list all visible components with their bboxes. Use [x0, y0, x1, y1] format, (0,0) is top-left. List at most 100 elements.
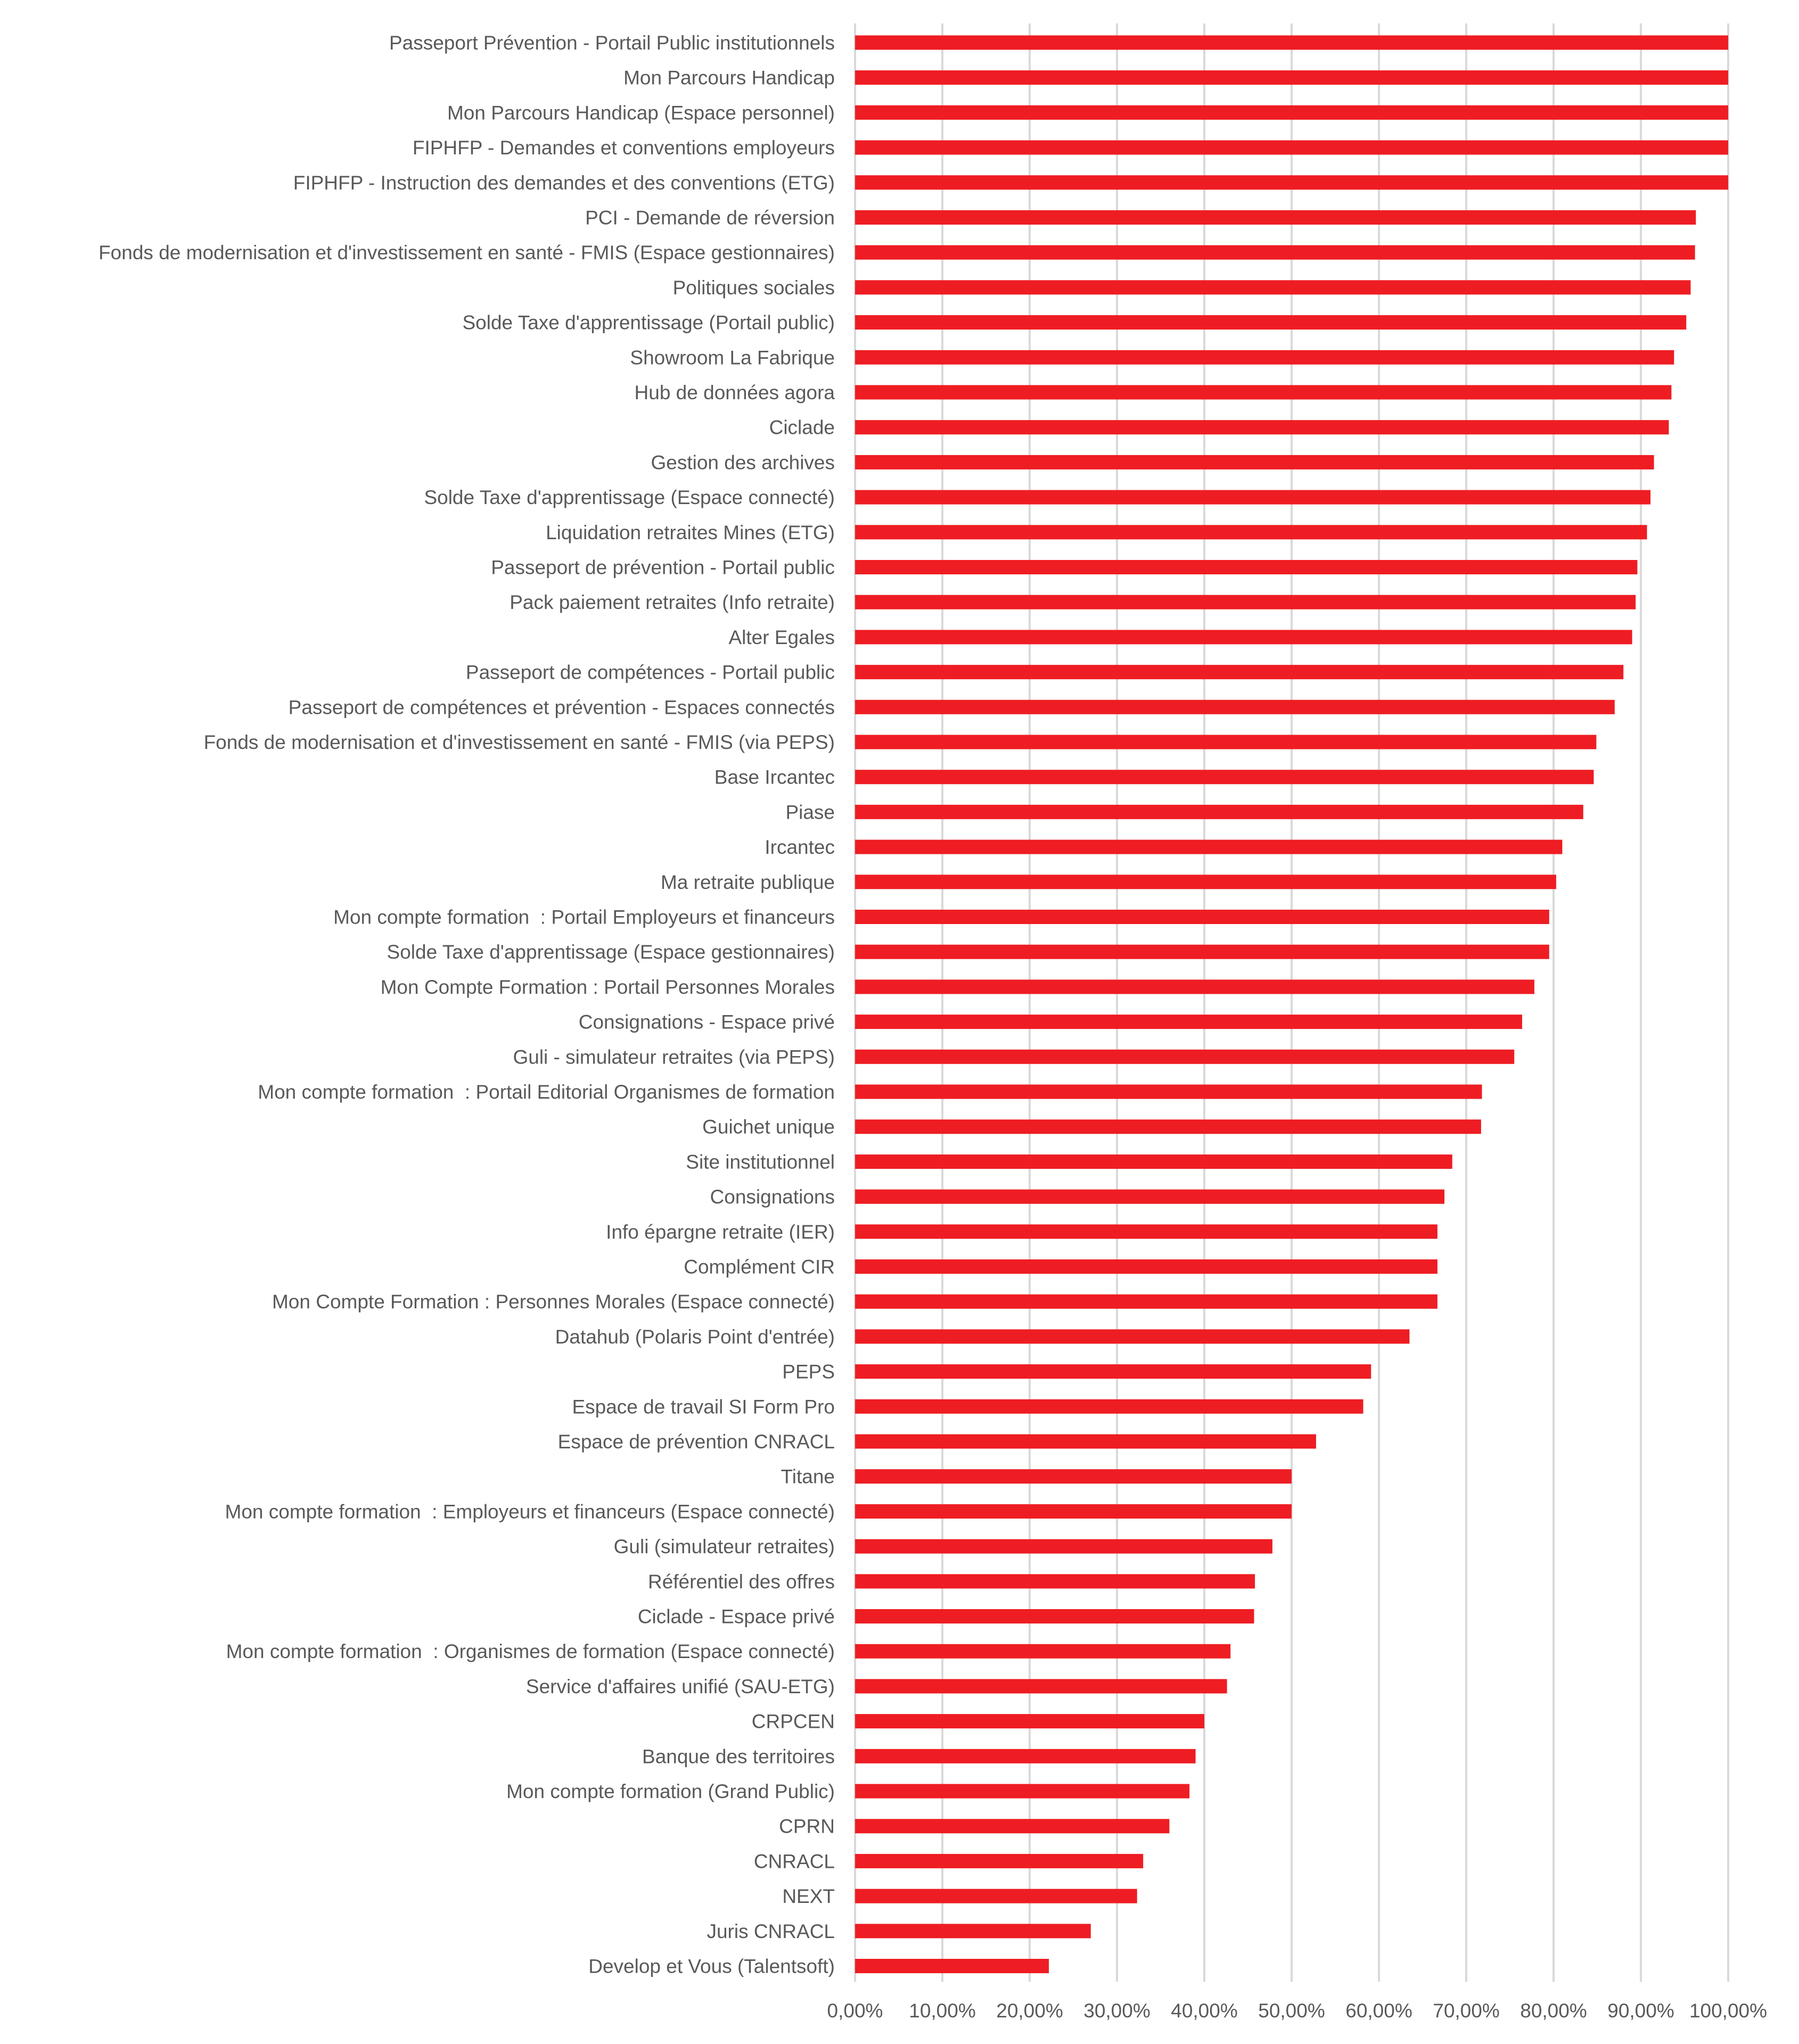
category-label: PCI - Demande de réversion [585, 207, 835, 229]
bar [855, 1574, 1255, 1589]
bar [855, 944, 1549, 959]
bar [855, 1259, 1437, 1274]
bar [855, 735, 1597, 749]
bar [855, 910, 1549, 924]
category-label: Passeport de prévention - Portail public [491, 557, 835, 579]
bar [855, 979, 1534, 994]
category-label: Titane [781, 1466, 835, 1488]
x-tick-label: 40,00% [1171, 2000, 1238, 2022]
category-label: Fonds de modernisation et d'investisseme… [204, 731, 835, 753]
category-label: Mon Parcours Handicap [623, 67, 835, 89]
bar [855, 804, 1583, 819]
category-label: Solde Taxe d'apprentissage (Espace gesti… [387, 941, 835, 963]
gridlines [854, 23, 1729, 1982]
category-label: Guli - simulateur retraites (via PEPS) [513, 1046, 835, 1068]
bar [855, 699, 1615, 714]
bar [855, 595, 1636, 609]
bar [855, 630, 1632, 645]
category-label: Site institutionnel [686, 1151, 835, 1173]
x-tick-label: 70,00% [1433, 2000, 1500, 2022]
bar [855, 1434, 1316, 1449]
category-label: Mon Compte Formation : Portail Personnes… [381, 976, 835, 998]
category-label: Liquidation retraites Mines (ETG) [546, 522, 835, 543]
category-label: Solde Taxe d'apprentissage (Portail publ… [462, 312, 835, 334]
bar [855, 210, 1696, 225]
bars [855, 35, 1728, 1973]
bar [855, 1644, 1231, 1659]
x-tick-label: 30,00% [1083, 2000, 1151, 2022]
category-label: Ma retraite publique [661, 871, 835, 893]
category-label: Référentiel des offres [648, 1571, 835, 1593]
category-label: Mon compte formation : Portail Editorial… [258, 1081, 835, 1103]
category-label: Piase [785, 801, 835, 823]
category-label: Pack paiement retraites (Info retraite) [510, 591, 835, 613]
category-label: CPRN [779, 1816, 835, 1837]
bar [855, 1119, 1481, 1134]
category-label: FIPHFP - Demandes et conventions employe… [413, 137, 835, 159]
category-label: FIPHFP - Instruction des demandes et des… [293, 172, 835, 194]
category-label: Politiques sociales [673, 277, 835, 299]
bar [855, 385, 1672, 400]
category-label: CNRACL [754, 1850, 835, 1872]
bar [855, 1853, 1144, 1868]
category-label: Info épargne retraite (IER) [606, 1221, 835, 1243]
category-label: Fonds de modernisation et d'investisseme… [98, 242, 835, 263]
bar [855, 1959, 1049, 1973]
bar [855, 1469, 1292, 1484]
bar [855, 70, 1728, 85]
bar [855, 1504, 1292, 1519]
category-label: Mon compte formation : Portail Employeur… [333, 906, 835, 928]
x-tick-label: 20,00% [996, 2000, 1063, 2022]
category-label: Ciclade [769, 417, 835, 439]
bar [855, 560, 1638, 574]
category-label: Guichet unique [702, 1116, 835, 1138]
bar [855, 1714, 1204, 1729]
bar [855, 1539, 1272, 1554]
category-label: CRPCEN [752, 1711, 835, 1733]
category-label: Consignations - Espace privé [579, 1011, 835, 1033]
category-label: Showroom La Fabrique [630, 347, 835, 368]
bar [855, 245, 1695, 260]
category-label: Mon compte formation (Grand Public) [506, 1781, 835, 1802]
bar [855, 455, 1654, 469]
category-label: Datahub (Polaris Point d'entrée) [555, 1326, 835, 1348]
category-label: Ircantec [765, 836, 835, 858]
bar [855, 1889, 1137, 1903]
category-label: PEPS [782, 1361, 835, 1383]
bar [855, 1679, 1227, 1694]
bar [855, 105, 1728, 120]
bar [855, 315, 1687, 330]
bar [855, 839, 1563, 854]
bar [855, 770, 1594, 785]
category-label: Ciclade - Espace privé [638, 1606, 835, 1628]
bar [855, 1329, 1410, 1344]
category-label: Passeport de compétences et prévention -… [289, 696, 835, 718]
category-label: Base Ircantec [714, 767, 835, 788]
category-label: Espace de travail SI Form Pro [572, 1396, 835, 1417]
x-tick-labels: 0,00% 10,00% 20,00% 30,00% 40,00% 50,00% 60,00… [827, 2000, 1768, 2022]
category-label: Banque des territoires [642, 1745, 835, 1767]
category-label: Complément CIR [684, 1256, 835, 1278]
bar [855, 1784, 1190, 1799]
bar [855, 1224, 1437, 1239]
x-tick-label: 100,00% [1689, 2000, 1767, 2022]
bar [855, 420, 1669, 435]
category-label: Mon Compte Formation : Personnes Morales… [272, 1291, 835, 1313]
category-label: NEXT [782, 1885, 835, 1907]
category-label: Develop et Vous (Talentsoft) [588, 1956, 835, 1977]
bar [855, 1609, 1254, 1623]
category-label: Mon Parcours Handicap (Espace personnel) [447, 102, 835, 123]
x-tick-label: 0,00% [827, 2000, 883, 2022]
bar [855, 1189, 1444, 1204]
bar [855, 350, 1674, 365]
x-tick-label: 80,00% [1520, 2000, 1587, 2022]
bar [855, 1399, 1363, 1414]
category-label: Passeport de compétences - Portail publi… [466, 662, 835, 683]
category-label: Espace de prévention CNRACL [558, 1431, 835, 1453]
category-label: Solde Taxe d'apprentissage (Espace conne… [424, 487, 835, 508]
bar [855, 1049, 1515, 1064]
bar [855, 1749, 1196, 1763]
bar [855, 140, 1728, 155]
category-label: Service d'affaires unifié (SAU-ETG) [526, 1676, 835, 1697]
